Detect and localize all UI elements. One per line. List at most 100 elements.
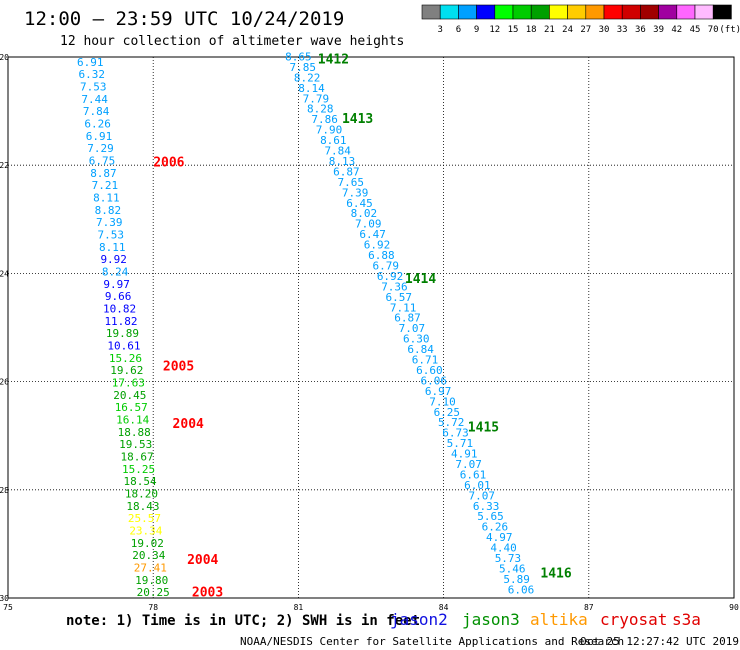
wave-height-label: 6.84 bbox=[407, 343, 434, 356]
footer-credit: NOAA/NESDIS Center for Satellite Applica… bbox=[240, 635, 624, 648]
colorbar-tick-label: 15 bbox=[508, 25, 519, 35]
x-tick-label: 90 bbox=[729, 603, 739, 612]
track-annotation: 1413 bbox=[342, 112, 373, 127]
track-track-west: 6.916.327.537.447.846.266.917.296.758.87… bbox=[77, 56, 170, 599]
wave-height-label: 6.87 bbox=[394, 312, 421, 325]
wave-height-label: 18.54 bbox=[123, 475, 156, 488]
footer-timestamp: Oct 25 12:27:42 UTC 2019 bbox=[580, 635, 739, 648]
wave-height-label: 18.88 bbox=[118, 426, 151, 439]
wave-height-label: 5.65 bbox=[477, 510, 504, 523]
wave-height-label: 7.39 bbox=[342, 186, 369, 199]
wave-height-label: 6.71 bbox=[412, 354, 439, 367]
colorbar-tick-label: 21 bbox=[544, 25, 555, 35]
colorbar-tick-label: 30 bbox=[599, 25, 610, 35]
wave-height-label: 7.84 bbox=[324, 145, 351, 158]
wave-height-label: 7.84 bbox=[83, 105, 110, 118]
page-title: 12:00 – 23:59 UTC 10/24/2019 bbox=[24, 8, 344, 30]
wave-height-label: 16.57 bbox=[115, 401, 148, 414]
track-annotation: 1415 bbox=[468, 421, 499, 436]
wave-height-label: 8.11 bbox=[93, 192, 120, 205]
colorbar-tick-label: 33 bbox=[617, 25, 628, 35]
wave-height-label: 6.73 bbox=[442, 427, 469, 440]
wave-height-label: 15.25 bbox=[122, 463, 155, 476]
satellite-legend: jason2 jason3 altika cryosat s3a bbox=[390, 610, 701, 629]
wave-height-label: 5.71 bbox=[447, 437, 474, 450]
wave-height-label: 4.40 bbox=[490, 542, 517, 555]
wave-height-label: 7.10 bbox=[429, 395, 456, 408]
wave-height-label: 8.02 bbox=[351, 207, 378, 220]
colorbar-tick-label: 70 bbox=[708, 25, 719, 35]
wave-height-label: 7.11 bbox=[390, 301, 417, 314]
x-tick-label: 78 bbox=[148, 603, 158, 612]
wave-height-label: 10.61 bbox=[107, 339, 140, 352]
x-tick-label: 87 bbox=[584, 603, 594, 612]
wave-height-label: 6.75 bbox=[89, 155, 116, 168]
colorbar-swatch bbox=[694, 4, 714, 20]
wave-height-label: 7.36 bbox=[381, 280, 408, 293]
footer-note: note: 1) Time is in UTC; 2) SWH is in fe… bbox=[66, 613, 420, 629]
wave-height-label: 6.57 bbox=[386, 291, 413, 304]
wave-height-label: 6.47 bbox=[359, 228, 386, 241]
colorbar-swatch bbox=[621, 4, 641, 20]
colorbar-tick-label: 45 bbox=[690, 25, 701, 35]
wave-height-label: 6.97 bbox=[425, 385, 452, 398]
wave-height-label: 19.89 bbox=[106, 327, 139, 340]
track-annotation: 2004 bbox=[187, 553, 218, 568]
colorbar-swatch bbox=[712, 4, 732, 20]
colorbar-tick-label: 9 bbox=[474, 25, 479, 35]
wave-height-label: 6.79 bbox=[372, 259, 399, 272]
colorbar-tick-label: 36 bbox=[635, 25, 646, 35]
wave-height-label: 19.80 bbox=[135, 574, 168, 587]
wave-height-label: 8.14 bbox=[298, 82, 325, 95]
colorbar-swatch bbox=[603, 4, 623, 20]
wave-height-label: 8.87 bbox=[90, 167, 117, 180]
wave-height-label: 8.13 bbox=[329, 155, 356, 168]
wave-height-label: 10.82 bbox=[103, 303, 136, 316]
wave-height-label: 7.09 bbox=[355, 218, 382, 231]
wave-height-label: 5.72 bbox=[438, 416, 465, 429]
colorbar-tick-label: 39 bbox=[653, 25, 664, 35]
y-tick-label: -24 bbox=[0, 269, 9, 278]
wave-height-label: 7.86 bbox=[311, 113, 338, 126]
satellite-name: cryosat bbox=[600, 610, 667, 629]
wave-height-label: 8.28 bbox=[307, 103, 334, 116]
colorbar-tick-label: 24 bbox=[562, 25, 573, 35]
wave-height-label: 7.07 bbox=[469, 489, 496, 502]
colorbar-swatch bbox=[567, 4, 587, 20]
wave-height-label: 6.92 bbox=[364, 239, 391, 252]
wave-height-label: 6.91 bbox=[77, 56, 104, 69]
wave-height-label: 20.45 bbox=[113, 389, 146, 402]
page-subtitle: 12 hour collection of altimeter wave hei… bbox=[60, 34, 404, 49]
colorbar-swatch bbox=[549, 4, 568, 20]
wave-height-label: 7.07 bbox=[399, 322, 426, 335]
wave-height-label: 18.67 bbox=[121, 450, 154, 463]
wave-height-label: 15.26 bbox=[109, 352, 142, 365]
colorbar-swatch bbox=[676, 4, 696, 20]
colorbar-unit: (ft) bbox=[719, 25, 740, 35]
wave-height-label: 19.02 bbox=[131, 537, 164, 550]
wave-height-label: 19.62 bbox=[110, 364, 143, 377]
colorbar-swatch bbox=[476, 4, 496, 20]
y-tick-label: -22 bbox=[0, 161, 9, 170]
wave-height-label: 23.34 bbox=[129, 524, 162, 537]
wave-height-label: 5.73 bbox=[495, 552, 522, 565]
colorbar-swatch bbox=[439, 4, 459, 20]
wave-height-label: 7.29 bbox=[87, 142, 114, 155]
wave-height-label: 7.65 bbox=[338, 176, 365, 189]
wave-height-label: 9.92 bbox=[100, 253, 127, 266]
colorbar-swatch bbox=[512, 4, 532, 20]
wave-height-label: 19.53 bbox=[119, 438, 152, 451]
colorbar-tick-label: 6 bbox=[456, 25, 461, 35]
wave-height-label: 7.79 bbox=[303, 92, 330, 105]
wave-height-label: 6.91 bbox=[86, 130, 113, 143]
colorbar-swatch bbox=[658, 4, 678, 20]
y-tick-label: -28 bbox=[0, 486, 9, 495]
colorbar-tick-label: 3 bbox=[437, 25, 442, 35]
colorbar-tick-label: 18 bbox=[526, 25, 537, 35]
colorbar-swatch bbox=[421, 4, 441, 20]
plot-area: 757881848790-20-22-24-26-28-306.916.327.… bbox=[0, 51, 739, 613]
colorbar-swatch bbox=[458, 4, 477, 20]
wave-height-label: 20.34 bbox=[132, 549, 165, 562]
plot-frame bbox=[7, 56, 735, 599]
wave-height-label: 6.45 bbox=[346, 197, 373, 210]
